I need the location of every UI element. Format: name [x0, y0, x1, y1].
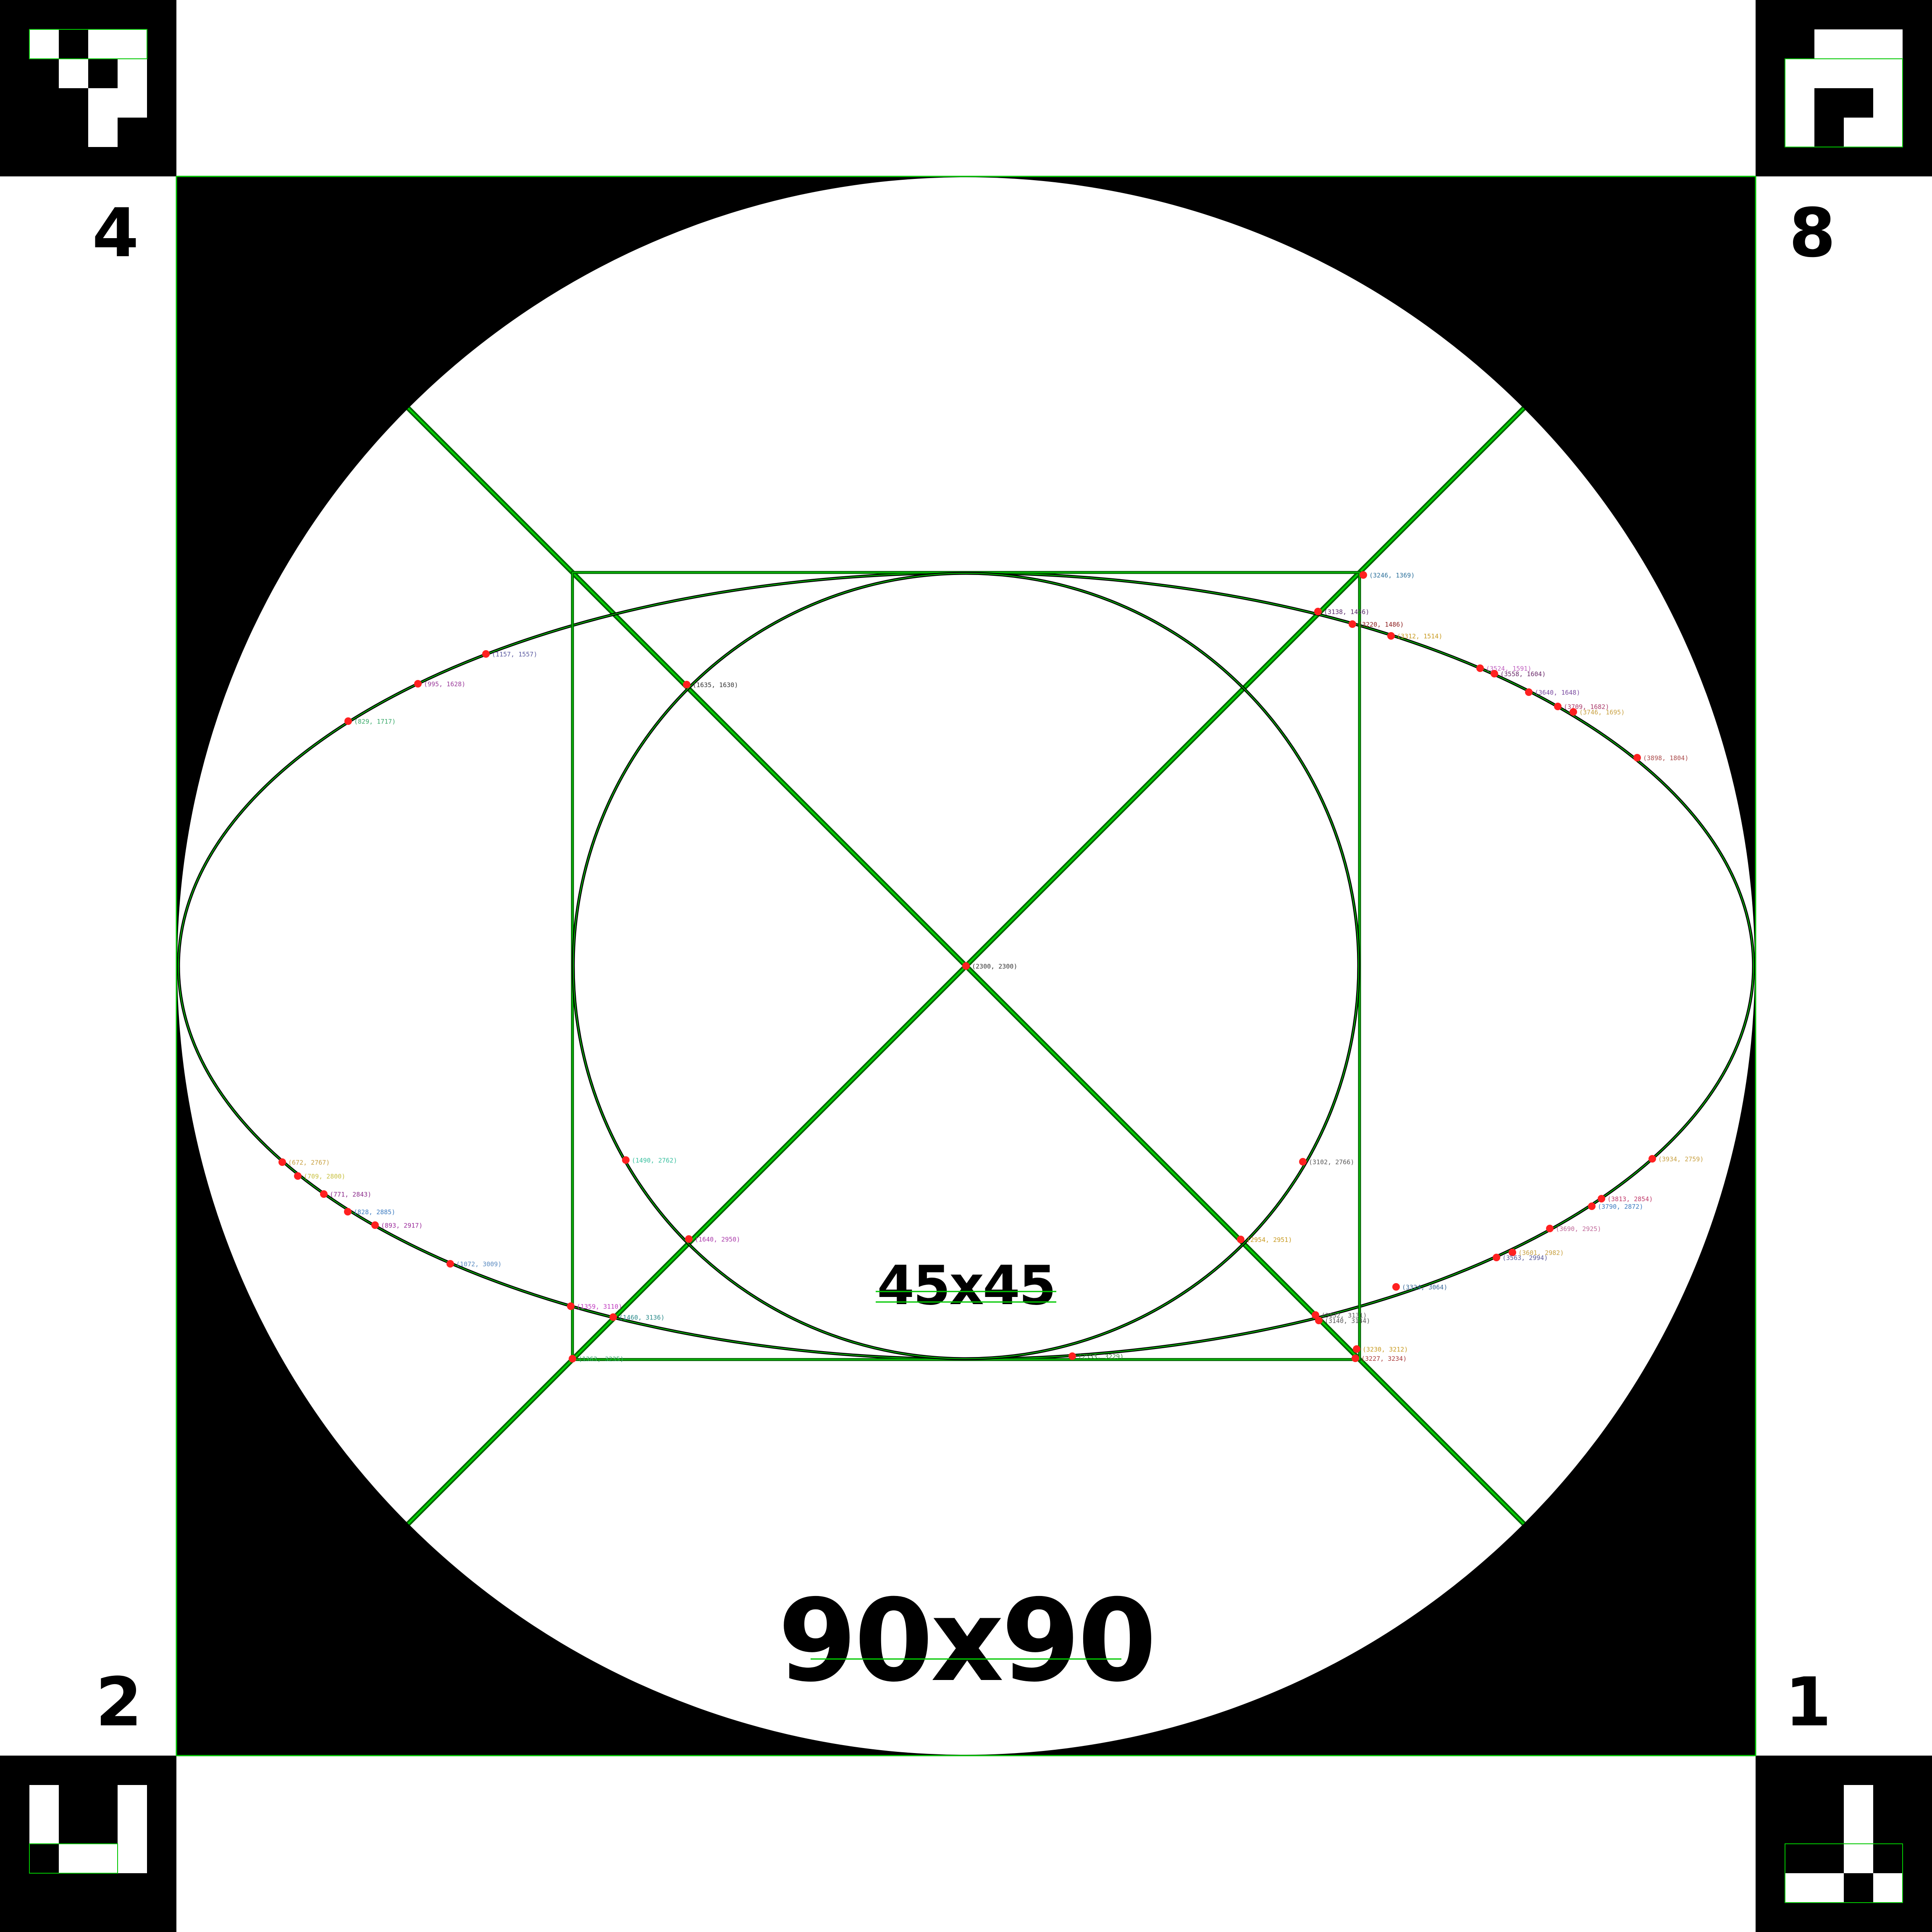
point-label: (3524, 1591): [1486, 665, 1531, 672]
point-label: (3220, 1486): [1358, 621, 1404, 628]
point-marker: [278, 1158, 286, 1166]
point-marker: [1570, 708, 1577, 716]
point-marker: [1314, 608, 1322, 615]
point-marker: [609, 1313, 617, 1321]
point-marker: [1068, 1352, 1076, 1360]
size-label-small: 45x45: [877, 1255, 1055, 1317]
point-label: (1359, 3110): [577, 1303, 622, 1310]
point-label: (1157, 1557): [492, 651, 537, 658]
point-marker: [685, 1235, 693, 1243]
point-label: (995, 1628): [424, 680, 465, 688]
point-label: (1635, 1630): [693, 681, 738, 689]
point-label: (3790, 2872): [1598, 1203, 1643, 1210]
point-label: (3227, 3234): [1361, 1355, 1407, 1362]
point-marker: [414, 680, 422, 688]
point-marker: [1353, 1345, 1360, 1353]
point-label: (709, 2800): [304, 1173, 345, 1180]
point-marker: [1648, 1155, 1656, 1163]
point-marker: [1588, 1202, 1596, 1210]
point-label: (3132, 3131): [1321, 1312, 1367, 1319]
point-marker: [962, 962, 970, 970]
point-label: (3138, 1456): [1324, 608, 1369, 616]
size-label-large: 90x90: [778, 1575, 1154, 1707]
point-label: (1072, 3009): [456, 1260, 501, 1268]
point-marker: [567, 1302, 575, 1310]
point-marker: [320, 1190, 328, 1198]
point-label: (3690, 2925): [1556, 1225, 1601, 1233]
point-label: (3246, 1369): [1369, 572, 1415, 579]
point-marker: [1392, 1283, 1400, 1291]
point-label: (3312, 1514): [1397, 633, 1442, 640]
point-label: (3324, 3064): [1402, 1284, 1447, 1291]
point-label: (3934, 2759): [1658, 1155, 1704, 1163]
point-marker: [1315, 1317, 1323, 1324]
point-marker: [1312, 1311, 1319, 1319]
point-marker: [1299, 1158, 1307, 1166]
point-label: (2954, 2951): [1247, 1236, 1292, 1244]
point-marker: [1493, 1254, 1500, 1261]
point-marker: [344, 717, 352, 725]
corner-label-bottom-right: 1: [1785, 1663, 1831, 1741]
point-marker: [294, 1172, 302, 1180]
point-label: (1363, 3235): [578, 1355, 624, 1363]
point-label: (672, 2767): [288, 1159, 330, 1166]
point-marker: [1598, 1195, 1605, 1202]
point-marker: [1352, 1354, 1359, 1362]
point-marker: [1554, 703, 1562, 710]
point-label: (1640, 2950): [695, 1236, 740, 1243]
point-marker: [1349, 620, 1356, 628]
point-marker: [371, 1221, 379, 1229]
point-marker: [1633, 754, 1641, 761]
corner-marker-top-right: [1756, 0, 1932, 176]
point-label: (771, 2843): [330, 1191, 371, 1198]
point-label: (3898, 1804): [1643, 754, 1688, 762]
corner-marker-bottom-right: [1756, 1756, 1932, 1932]
point-label: (2300, 2300): [972, 963, 1017, 970]
point-marker: [344, 1208, 352, 1215]
point-marker: [1525, 688, 1533, 696]
point-label: (3746, 1695): [1579, 709, 1625, 716]
point-label: (893, 2917): [381, 1222, 423, 1229]
point-label: (3813, 2854): [1607, 1195, 1653, 1203]
point-label: (3102, 2766): [1309, 1158, 1354, 1166]
point-label: (1460, 3136): [619, 1314, 664, 1321]
point-marker: [1476, 664, 1484, 672]
point-marker: [446, 1260, 454, 1268]
point-label: (3230, 3212): [1362, 1346, 1408, 1353]
point-marker: [1509, 1249, 1516, 1256]
point-marker: [683, 681, 690, 688]
point-marker: [1237, 1236, 1244, 1243]
corner-label-bottom-left: 2: [95, 1663, 142, 1741]
point-marker: [1546, 1225, 1554, 1232]
corner-label-top-right: 8: [1789, 194, 1835, 272]
point-label: (2553, 3229): [1078, 1353, 1124, 1360]
corner-marker-top-left: [0, 0, 176, 176]
point-marker: [569, 1355, 576, 1362]
point-label: (829, 1717): [354, 718, 396, 725]
point-marker: [622, 1156, 630, 1164]
point-label: (3640, 1648): [1535, 689, 1580, 696]
point-marker: [1491, 670, 1498, 677]
point-label: (3558, 1604): [1500, 670, 1546, 678]
measured-points: (3246, 1369) (3138, 1456) (3220, 1486) (331…: [278, 571, 1704, 1363]
point-marker: [1387, 632, 1395, 640]
point-label: (1490, 2762): [632, 1157, 677, 1164]
point-marker: [482, 650, 490, 658]
corner-label-top-left: 4: [92, 194, 139, 272]
point-label: (3563, 2994): [1502, 1254, 1548, 1262]
point-label: (3601, 2982): [1518, 1249, 1564, 1257]
point-marker: [1360, 571, 1367, 579]
corner-marker-bottom-left: [0, 1756, 176, 1932]
point-label: (3140, 3144): [1325, 1317, 1370, 1325]
point-label: (828, 2885): [354, 1208, 395, 1216]
